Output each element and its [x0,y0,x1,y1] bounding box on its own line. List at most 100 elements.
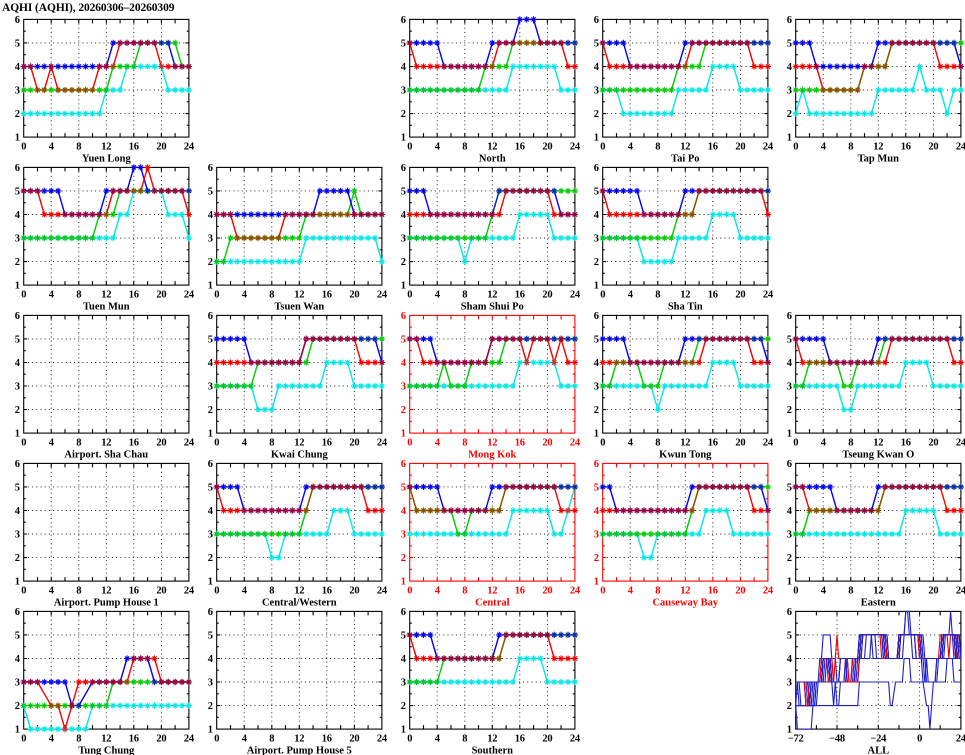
svg-text:8: 8 [76,437,81,448]
svg-text:12: 12 [294,437,304,448]
svg-text:16: 16 [322,733,332,744]
svg-text:8: 8 [462,733,467,744]
svg-text:16: 16 [708,289,718,300]
svg-text:20: 20 [928,141,938,152]
svg-text:20: 20 [349,289,359,300]
svg-text:1: 1 [15,429,20,440]
svg-text:12: 12 [873,585,883,596]
svg-text:4: 4 [49,585,55,596]
svg-text:3: 3 [15,85,20,96]
svg-text:20: 20 [542,141,552,152]
svg-text:4: 4 [15,358,21,369]
svg-text:4: 4 [435,141,441,152]
svg-text:24: 24 [763,289,774,300]
svg-text:1: 1 [787,577,792,588]
svg-text:4: 4 [435,289,441,300]
svg-text:2: 2 [787,109,792,120]
svg-text:12: 12 [487,141,497,152]
svg-text:Sha Tin: Sha Tin [668,302,703,313]
svg-text:4: 4 [594,210,600,221]
svg-text:5: 5 [401,186,406,197]
svg-text:3: 3 [787,85,792,96]
svg-text:1: 1 [15,133,20,144]
svg-text:3: 3 [787,381,792,392]
svg-text:Tsuen Wan: Tsuen Wan [274,302,324,313]
svg-text:2: 2 [401,109,406,120]
svg-text:Tung Chung: Tung Chung [78,746,135,755]
svg-text:16: 16 [708,585,718,596]
svg-text:4: 4 [435,437,441,448]
svg-text:Eastern: Eastern [861,598,896,609]
svg-text:5: 5 [208,482,213,493]
svg-text:3: 3 [15,381,20,392]
svg-text:4: 4 [594,358,600,369]
svg-text:4: 4 [208,506,214,517]
svg-text:2: 2 [787,405,792,416]
svg-text:3: 3 [15,677,20,688]
svg-text:4: 4 [208,654,214,665]
svg-text:Central: Central [475,598,509,609]
svg-text:24: 24 [763,141,774,152]
svg-text:Kwai Chung: Kwai Chung [271,450,329,461]
svg-text:24: 24 [377,733,388,744]
svg-text:8: 8 [76,585,81,596]
svg-text:12: 12 [294,585,304,596]
svg-text:0: 0 [214,289,219,300]
svg-text:6: 6 [15,607,20,618]
svg-text:Southern: Southern [472,746,514,755]
svg-text:0: 0 [214,585,219,596]
svg-text:0: 0 [600,289,605,300]
svg-text:−72: −72 [788,733,804,744]
svg-text:16: 16 [129,437,139,448]
svg-text:4: 4 [821,585,827,596]
svg-text:20: 20 [156,437,166,448]
svg-text:24: 24 [377,437,388,448]
svg-text:2: 2 [208,257,213,268]
svg-text:2: 2 [208,405,213,416]
svg-text:8: 8 [462,141,467,152]
svg-text:8: 8 [848,437,853,448]
svg-text:3: 3 [401,529,406,540]
svg-text:16: 16 [129,733,139,744]
svg-text:−48: −48 [829,733,845,744]
svg-text:24: 24 [377,585,388,596]
svg-text:0: 0 [600,141,605,152]
svg-text:16: 16 [515,585,525,596]
svg-text:2: 2 [208,701,213,712]
svg-text:6: 6 [208,607,213,618]
svg-text:8: 8 [462,289,467,300]
svg-text:12: 12 [680,585,690,596]
svg-text:5: 5 [208,630,213,641]
svg-text:24: 24 [570,733,581,744]
svg-text:12: 12 [680,437,690,448]
svg-text:1: 1 [208,281,213,292]
svg-text:0: 0 [917,733,922,744]
svg-text:3: 3 [594,529,599,540]
svg-text:2: 2 [15,109,20,120]
svg-text:2: 2 [787,553,792,564]
svg-text:0: 0 [407,585,412,596]
svg-text:4: 4 [628,585,634,596]
svg-text:16: 16 [129,585,139,596]
svg-text:5: 5 [15,186,20,197]
svg-text:1: 1 [208,577,213,588]
svg-text:16: 16 [708,141,718,152]
svg-text:4: 4 [401,210,407,221]
svg-text:16: 16 [901,437,911,448]
svg-text:12: 12 [873,437,883,448]
svg-text:Central/Western: Central/Western [262,598,337,609]
svg-text:24: 24 [956,437,965,448]
svg-text:0: 0 [793,437,798,448]
svg-text:6: 6 [401,163,406,174]
svg-text:4: 4 [15,506,21,517]
svg-text:24: 24 [570,437,581,448]
svg-text:24: 24 [570,289,581,300]
svg-text:2: 2 [401,553,406,564]
svg-text:16: 16 [901,141,911,152]
svg-text:0: 0 [21,141,26,152]
svg-text:2: 2 [594,109,599,120]
svg-text:5: 5 [15,630,20,641]
svg-text:6: 6 [594,163,599,174]
svg-text:4: 4 [787,358,793,369]
svg-text:1: 1 [401,281,406,292]
